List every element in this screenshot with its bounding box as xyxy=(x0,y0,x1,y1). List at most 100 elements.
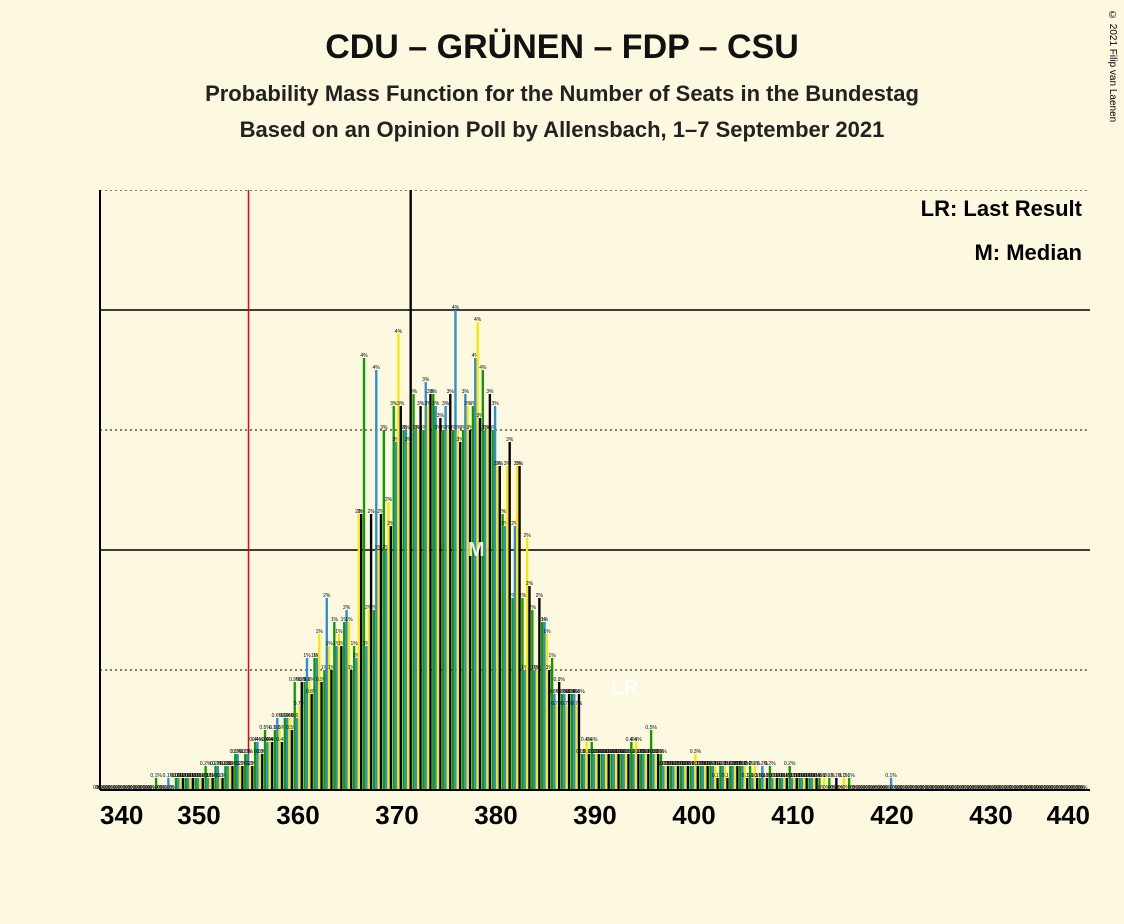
bar xyxy=(808,778,810,790)
bar xyxy=(259,754,261,790)
bar-value-label: 3% xyxy=(447,389,455,395)
bar xyxy=(175,778,177,790)
bar xyxy=(318,634,320,790)
bar-value-label: 0.9% xyxy=(553,677,565,683)
bar xyxy=(185,778,187,790)
bar-value-label: 0.4% xyxy=(586,737,598,743)
bar xyxy=(682,766,684,790)
bar xyxy=(177,778,179,790)
bar xyxy=(528,586,530,790)
bar-value-label: 3% xyxy=(486,389,494,395)
bar xyxy=(652,754,654,790)
bar xyxy=(474,358,476,790)
bar xyxy=(427,406,429,790)
bar xyxy=(796,778,798,790)
bar xyxy=(412,394,414,790)
bar xyxy=(581,754,583,790)
bar xyxy=(531,610,533,790)
bar xyxy=(588,754,590,790)
bar xyxy=(625,754,627,790)
last-result-marker: LR xyxy=(611,677,638,699)
bar-value-label: 1% xyxy=(335,629,343,635)
bar xyxy=(623,754,625,790)
bar-value-label: 2% xyxy=(526,581,534,587)
bar-value-label: 2% xyxy=(367,509,375,515)
bar-value-label: 2% xyxy=(529,605,537,611)
bar xyxy=(209,778,211,790)
bar xyxy=(419,406,421,790)
bar-value-label: 2% xyxy=(499,509,507,515)
x-tick-label: 360 xyxy=(276,800,319,830)
bar xyxy=(548,670,550,790)
bar xyxy=(390,526,392,790)
bar xyxy=(249,766,251,790)
bar xyxy=(486,430,488,790)
bar xyxy=(670,766,672,790)
bar-value-label: 3% xyxy=(397,401,405,407)
bar-value-label: 3% xyxy=(380,425,388,431)
bar xyxy=(236,754,238,790)
bar xyxy=(422,430,424,790)
bar xyxy=(387,502,389,790)
bar xyxy=(409,190,411,790)
bar xyxy=(330,670,332,790)
bar xyxy=(472,406,474,790)
bar xyxy=(511,598,513,790)
bar-value-label: 0.3% xyxy=(655,749,667,755)
bar xyxy=(736,766,738,790)
bar-value-label: 0.1% xyxy=(843,773,855,779)
bar xyxy=(239,766,241,790)
legend-last-result: LR: Last Result xyxy=(921,196,1083,221)
bar xyxy=(457,430,459,790)
bar-value-label: 2% xyxy=(385,497,393,503)
bar xyxy=(385,550,387,790)
bar-value-label: 0.5% xyxy=(645,725,657,731)
subtitle-1: Probability Mass Function for the Number… xyxy=(0,81,1124,107)
bar xyxy=(281,742,283,790)
x-tick-label: 340 xyxy=(100,800,143,830)
bar xyxy=(197,778,199,790)
bar xyxy=(642,754,644,790)
bar xyxy=(363,358,365,790)
bar-value-label: 3% xyxy=(402,425,410,431)
bar xyxy=(690,766,692,790)
bar xyxy=(524,670,526,790)
bar-value-label: 4% xyxy=(373,365,381,371)
bar xyxy=(771,778,773,790)
bar xyxy=(783,778,785,790)
bar xyxy=(716,778,718,790)
bar xyxy=(320,682,322,790)
bar xyxy=(704,766,706,790)
bar-value-label: 0.4% xyxy=(630,737,642,743)
bar xyxy=(187,778,189,790)
bar xyxy=(358,514,360,790)
bar xyxy=(583,754,585,790)
x-tick-label: 410 xyxy=(771,800,814,830)
bar xyxy=(617,754,619,790)
title-block: CDU – GRÜNEN – FDP – CSU Probability Mas… xyxy=(0,0,1124,143)
bar xyxy=(415,430,417,790)
bar xyxy=(345,610,347,790)
bar xyxy=(353,646,355,790)
copyright-text: © 2021 Filip van Laenen xyxy=(1107,10,1118,122)
bar xyxy=(323,670,325,790)
bar xyxy=(764,778,766,790)
bar xyxy=(211,778,213,790)
bar xyxy=(776,778,778,790)
bar-value-label: 3% xyxy=(491,401,499,407)
bar xyxy=(506,466,508,790)
bar-value-label: 4% xyxy=(474,317,482,323)
bar xyxy=(645,754,647,790)
bar-value-label: 2% xyxy=(323,593,331,599)
bar xyxy=(326,598,328,790)
bar-value-label: 3% xyxy=(430,389,438,395)
bar-value-label: 4% xyxy=(395,329,403,335)
bar xyxy=(202,778,204,790)
bar xyxy=(370,514,372,790)
bar xyxy=(702,766,704,790)
bar xyxy=(380,514,382,790)
bar xyxy=(340,646,342,790)
bar xyxy=(338,634,340,790)
bar xyxy=(182,778,184,790)
bar xyxy=(452,430,454,790)
